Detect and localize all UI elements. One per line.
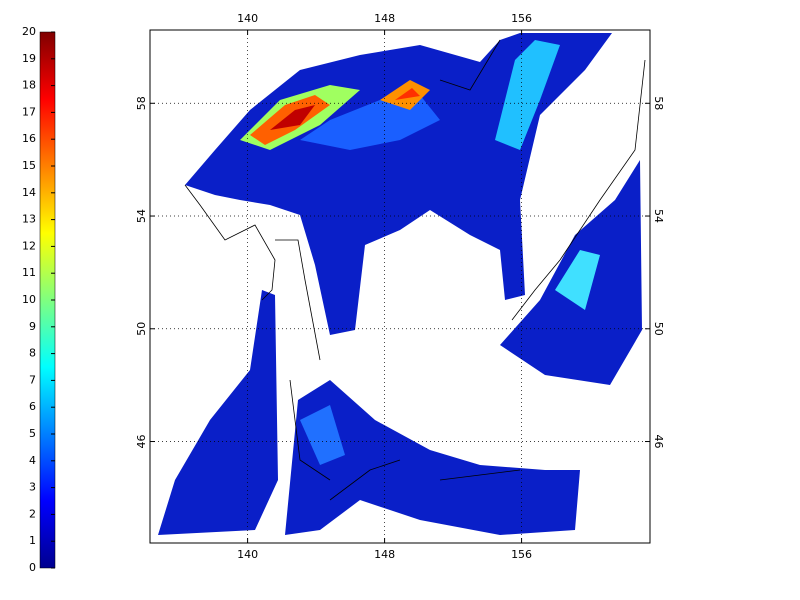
colorbar-tick-label: 9 — [29, 320, 36, 333]
colorbar-tick-label: 17 — [22, 105, 36, 118]
colorbar-tick-label: 8 — [29, 347, 36, 360]
y-tick-label: 58 — [135, 96, 148, 110]
colorbar-tick-label: 4 — [29, 454, 36, 467]
x-tick-label-top: 156 — [511, 12, 532, 25]
y-tick-label-right: 54 — [652, 209, 665, 223]
colorbar-tick-label: 0 — [29, 561, 36, 574]
map-field — [158, 33, 646, 535]
y-tick-label-right: 46 — [652, 435, 665, 449]
plot-frame — [149, 29, 651, 544]
y-tick-label: 54 — [135, 209, 148, 223]
x-tick-label: 140 — [237, 548, 258, 561]
x-tick-label: 148 — [374, 548, 395, 561]
x-tick-label-top: 140 — [237, 12, 258, 25]
colorbar-tick-label: 7 — [29, 373, 36, 386]
x-tick-label: 156 — [511, 548, 532, 561]
colorbar-tick-label: 11 — [22, 266, 36, 279]
y-tick-label: 46 — [135, 435, 148, 449]
colorbar-tick-label: 20 — [22, 25, 36, 38]
colorbar-tick-label: 12 — [22, 239, 36, 252]
colorbar-tick-label: 6 — [29, 400, 36, 413]
colorbar-tick-label: 18 — [22, 79, 36, 92]
y-tick-label-right: 50 — [652, 322, 665, 336]
y-tick-label-right: 58 — [652, 96, 665, 110]
colorbar-tick-label: 19 — [22, 52, 36, 65]
y-tick-label: 50 — [135, 322, 148, 336]
colorbar-tick-label: 2 — [29, 507, 36, 520]
x-tick-label-top: 148 — [374, 12, 395, 25]
colorbar-tick-label: 3 — [29, 481, 36, 494]
colorbar-tick-label: 15 — [22, 159, 36, 172]
colorbar-tick-label: 13 — [22, 213, 36, 226]
colorbar-tick-label: 10 — [22, 293, 36, 306]
colorbar-tick-label: 5 — [29, 427, 36, 440]
colorbar-tick-label: 14 — [22, 186, 36, 199]
colorbar-tick-label: 16 — [22, 132, 36, 145]
colorbar-tick-label: 1 — [29, 534, 36, 547]
